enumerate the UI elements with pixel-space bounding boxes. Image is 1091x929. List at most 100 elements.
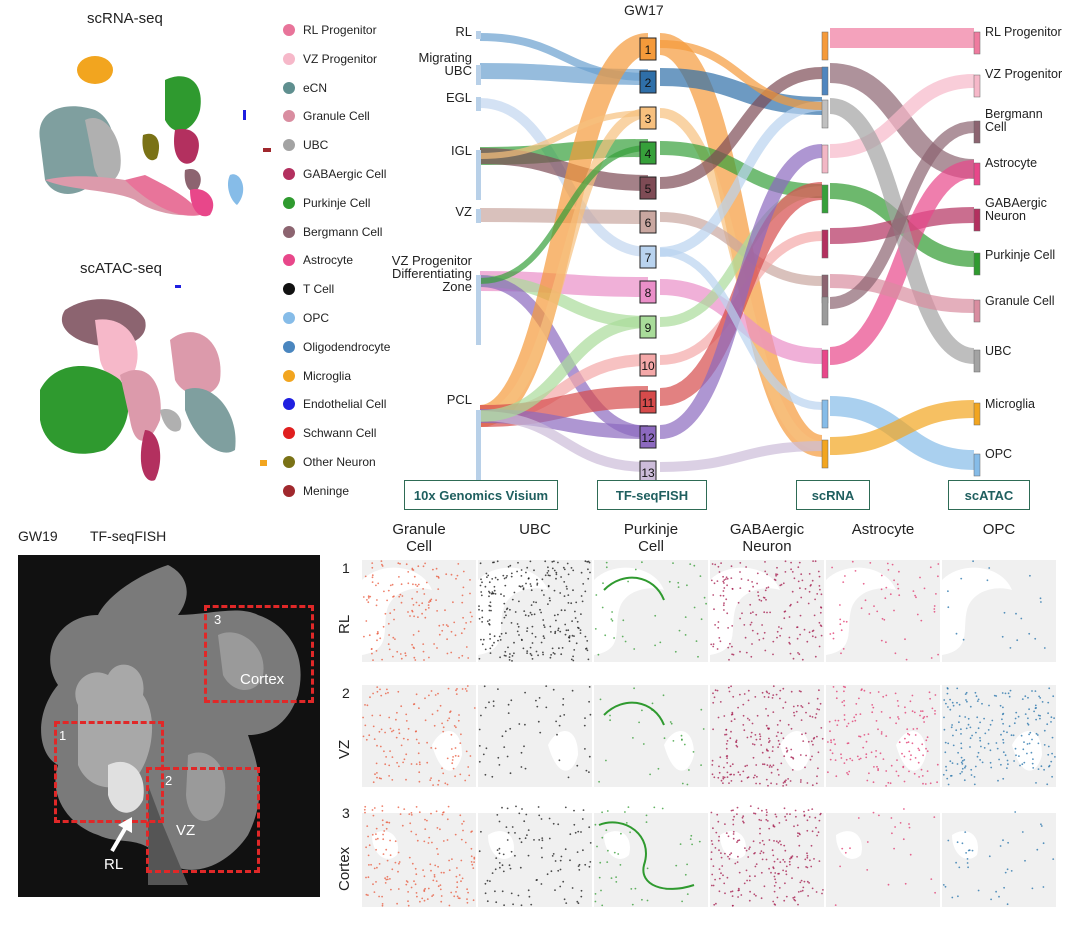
tissue-void bbox=[432, 731, 462, 771]
legend-label: VZ Progenitor bbox=[303, 51, 378, 66]
legend-label: Other Neuron bbox=[303, 455, 376, 469]
tissue-void bbox=[780, 731, 810, 771]
sankey-node-vz bbox=[476, 209, 481, 223]
scrna-node bbox=[821, 439, 829, 469]
grid-column-header: UBC bbox=[519, 521, 551, 538]
tissue-void bbox=[362, 567, 432, 655]
legend-item: Purkinje Cell bbox=[283, 193, 370, 213]
legend-swatch bbox=[283, 283, 295, 296]
sankey-title: GW17 bbox=[624, 2, 664, 18]
marker-panel bbox=[478, 685, 592, 787]
legend-label: RL Progenitor bbox=[303, 23, 377, 37]
marker-panel bbox=[826, 805, 940, 907]
grid-column-header: Astrocyte bbox=[851, 521, 915, 538]
legend-swatch bbox=[283, 110, 295, 123]
sankey-right-label: GABAergic Neuron bbox=[985, 196, 1047, 223]
tissue-method-label: TF-seqFISH bbox=[90, 528, 167, 544]
roi-label-1: 1 bbox=[59, 728, 67, 743]
legend-swatch bbox=[283, 312, 295, 324]
marker-panel bbox=[594, 560, 708, 662]
legend-item: eCN bbox=[283, 78, 327, 98]
sankey-flow bbox=[659, 441, 823, 472]
sankey-node-mubc bbox=[476, 65, 481, 85]
tissue-gw-label: GW19 bbox=[18, 528, 58, 544]
marker-dots bbox=[711, 685, 824, 787]
legend-swatch bbox=[283, 168, 295, 180]
legend-item: Microglia bbox=[283, 366, 351, 386]
scrna-node bbox=[821, 296, 829, 326]
tissue-void bbox=[896, 731, 926, 771]
sankey-node-pcl bbox=[476, 410, 481, 480]
legend-item: Bergmann Cell bbox=[283, 222, 382, 242]
region-label-vz: VZ bbox=[176, 822, 196, 839]
legend-label: Endothelial Cell bbox=[303, 397, 387, 412]
legend-item: Endothelial Cell bbox=[283, 394, 386, 414]
cluster-label: 2 bbox=[645, 76, 652, 90]
purkinje-layer bbox=[603, 701, 665, 726]
tissue-void bbox=[1012, 731, 1042, 771]
legend-swatch bbox=[283, 24, 295, 36]
tissue-image: 1 2 3 Cortex VZ RL bbox=[18, 555, 320, 897]
legend-item: T Cell bbox=[283, 279, 334, 299]
marker-panel bbox=[362, 560, 476, 662]
method-box: 10x Genomics Visium bbox=[404, 480, 558, 510]
scatac-node bbox=[973, 349, 981, 373]
tissue-void bbox=[594, 805, 708, 859]
cluster-label: 1 bbox=[645, 43, 652, 57]
sankey-left-label: VZ Progenitor Differentiating Zone bbox=[391, 253, 472, 294]
grid-column-header: Granule Cell bbox=[392, 521, 446, 555]
scrna-node bbox=[821, 229, 829, 259]
cluster-node bbox=[639, 106, 657, 130]
cluster-node bbox=[639, 176, 657, 200]
sankey-flow bbox=[479, 145, 649, 284]
marker-dots bbox=[942, 805, 1056, 906]
legend-label: Bergmann Cell bbox=[303, 224, 383, 239]
sankey-right-label: Astrocyte bbox=[985, 156, 1038, 170]
sankey-right-label: VZ Progenitor bbox=[985, 67, 1063, 81]
marker-panel bbox=[362, 685, 476, 787]
sankey-left-label: IGL bbox=[451, 143, 472, 158]
tissue-void bbox=[826, 805, 940, 859]
tissue-void bbox=[362, 805, 476, 859]
marker-panel bbox=[478, 560, 592, 662]
sankey-right-label: Microglia bbox=[985, 397, 1036, 411]
legend-swatch bbox=[283, 225, 295, 238]
scrna-node bbox=[821, 399, 829, 429]
sankey-flow bbox=[659, 101, 823, 257]
grid-column-header: GABAergic Neuron bbox=[729, 521, 805, 555]
tissue-void bbox=[548, 731, 578, 771]
cluster-label: 4 bbox=[645, 147, 652, 161]
method-box: TF-seqFISH bbox=[597, 480, 707, 510]
grid-row-number: 3 bbox=[342, 805, 350, 821]
legend-label: GABAergic Cell bbox=[303, 167, 387, 181]
legend-swatch bbox=[283, 254, 295, 267]
legend-label: Meninge bbox=[303, 483, 350, 498]
roi-label-3: 3 bbox=[214, 612, 222, 627]
scatac-node bbox=[973, 299, 981, 323]
cluster-node bbox=[639, 315, 657, 339]
legend-swatch bbox=[283, 52, 295, 65]
sankey-flow bbox=[659, 67, 823, 189]
scatac-umap bbox=[40, 285, 267, 481]
cluster-node bbox=[639, 280, 657, 304]
cluster-label: 11 bbox=[642, 396, 655, 410]
tissue-void bbox=[478, 567, 548, 655]
cluster-label: 13 bbox=[641, 466, 655, 480]
scrna-node bbox=[821, 349, 829, 379]
sankey-right-label: RL Progenitor bbox=[985, 25, 1062, 39]
scrna-node bbox=[821, 31, 829, 61]
legend-label: eCN bbox=[303, 80, 328, 95]
grid-row-number: 2 bbox=[342, 685, 350, 701]
legend-item: Meninge bbox=[283, 481, 349, 501]
scatac-title: scATAC-seq bbox=[80, 260, 162, 277]
scatac-node bbox=[973, 208, 981, 232]
rl-arrow bbox=[110, 817, 132, 853]
marker-dots bbox=[478, 685, 592, 779]
legend-item: Other Neuron bbox=[283, 452, 376, 472]
marker-dots bbox=[942, 687, 1056, 786]
sankey-flow bbox=[829, 121, 975, 309]
sankey-node-egl bbox=[476, 97, 481, 111]
grid-column-header: Purkinje Cell bbox=[623, 521, 679, 555]
marker-dots bbox=[362, 805, 476, 907]
method-box: scATAC bbox=[948, 480, 1030, 510]
